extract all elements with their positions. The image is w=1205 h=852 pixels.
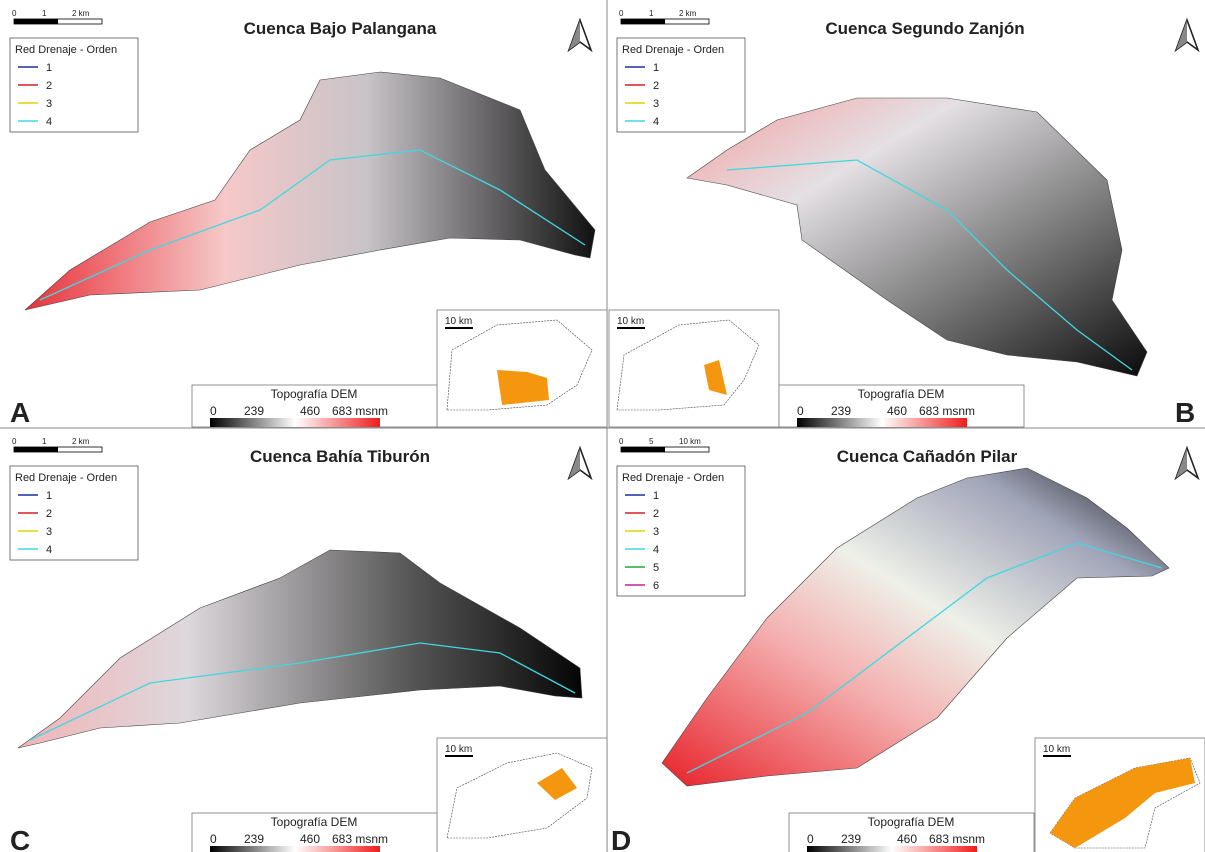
inset-scale-label: 10 km (445, 744, 472, 755)
dem-colorbar: Topografía DEM 0 239 460 683 msnm (779, 385, 1024, 427)
north-arrow (569, 20, 591, 50)
legend: Red Drenaje - Orden 1 2 3 4 (10, 38, 138, 132)
scale-label: 1 (649, 9, 654, 18)
legend-label: 1 (653, 62, 659, 74)
inset-map: 10 km (437, 310, 607, 427)
legend-label: 6 (653, 580, 659, 592)
panel-letter: A (10, 397, 30, 428)
legend-label: 2 (46, 80, 52, 92)
panel-letter: D (611, 825, 631, 852)
scale-label: 2 km (679, 9, 697, 18)
dem-label: 683 msnm (332, 832, 388, 846)
legend: Red Drenaje - Orden 1 2 3 4 (617, 38, 745, 132)
scale-label: 0 (619, 9, 624, 18)
legend-label: 2 (46, 508, 52, 520)
scale-label: 0 (619, 437, 624, 446)
scale-label: 1 (42, 9, 47, 18)
dem-label: 239 (841, 832, 861, 846)
inset-map: 10 km (1035, 738, 1205, 852)
dem-colorbar: Topografía DEM 0 239 460 683 msnm (789, 813, 1034, 852)
legend-label: 2 (653, 80, 659, 92)
dem-colorbar: Topografía DEM 0 239 460 683 msnm (192, 813, 437, 852)
north-arrow (569, 448, 591, 478)
panel-letter: B (1175, 397, 1195, 428)
dem-label: 0 (210, 832, 217, 846)
scale-label: 2 km (72, 9, 90, 18)
legend-label: 4 (653, 544, 659, 556)
scale-label: 1 (42, 437, 47, 446)
dem-label: 460 (887, 404, 907, 418)
legend-label: 3 (46, 98, 52, 110)
inset-scale-label: 10 km (445, 316, 472, 327)
scale-bar-fill (621, 447, 665, 452)
scale-label: 5 (649, 437, 654, 446)
legend-label: 1 (653, 490, 659, 502)
map-panel: Cuenca Segundo Zanjón 0 1 2 km Red Drenaje -… (609, 9, 1198, 428)
dem-label: 460 (300, 404, 320, 418)
scale-bar-fill (14, 447, 58, 452)
panel-letter: C (10, 825, 30, 852)
map-panel: Cuenca Bajo Palangana 0 1 2 km Red Drenaje -… (10, 9, 607, 428)
dem-gradient (807, 846, 977, 852)
legend-title: Red Drenaje - Orden (15, 44, 117, 56)
inset-scale-label: 10 km (1043, 744, 1070, 755)
figure: Cuenca Bajo Palangana 0 1 2 km Red Drenaje -… (0, 0, 1205, 852)
legend-label: 4 (46, 116, 52, 128)
legend-label: 5 (653, 562, 659, 574)
dem-label: 683 msnm (332, 404, 388, 418)
scale-bar-fill (621, 19, 665, 24)
dem-label: 683 msnm (919, 404, 975, 418)
legend: Red Drenaje - Orden 1 2 3 4 (10, 466, 138, 560)
dem-label: 683 msnm (929, 832, 985, 846)
dem-title: Topografía DEM (868, 815, 955, 829)
legend-label: 2 (653, 508, 659, 520)
dem-label: 460 (897, 832, 917, 846)
inset-map: 10 km (437, 738, 607, 852)
inset-map: 10 km (609, 310, 779, 427)
legend-label: 4 (653, 116, 659, 128)
scale-label: 0 (12, 9, 17, 18)
legend-title: Red Drenaje - Orden (622, 472, 724, 484)
legend-label: 3 (46, 526, 52, 538)
legend-label: 4 (46, 544, 52, 556)
scale-label: 10 km (679, 437, 701, 446)
dem-label: 239 (244, 832, 264, 846)
scale-bar-fill (14, 19, 58, 24)
dem-label: 0 (210, 404, 217, 418)
scale-label: 0 (12, 437, 17, 446)
dem-title: Topografía DEM (271, 815, 358, 829)
map-panel: Cuenca Cañadón Pilar 0 5 10 km Red Drenaje -… (611, 437, 1205, 852)
dem-label: 239 (244, 404, 264, 418)
legend-label: 1 (46, 490, 52, 502)
dem-gradient (210, 846, 380, 852)
legend-label: 1 (46, 62, 52, 74)
panel-title: Cuenca Bajo Palangana (244, 19, 437, 38)
basin-dem (18, 550, 582, 748)
inset-scale-label: 10 km (617, 316, 644, 327)
map-panel: Cuenca Bahía Tiburón 0 1 2 km Red Drenaje - … (10, 437, 607, 852)
dem-title: Topografía DEM (271, 387, 358, 401)
panel-title: Cuenca Segundo Zanjón (825, 19, 1024, 38)
north-arrow (1176, 20, 1198, 50)
dem-colorbar: Topografía DEM 0 239 460 683 msnm (192, 385, 437, 427)
scale-label: 2 km (72, 437, 90, 446)
dem-label: 239 (831, 404, 851, 418)
dem-gradient (210, 418, 380, 427)
dem-label: 0 (797, 404, 804, 418)
panel-title: Cuenca Bahía Tiburón (250, 447, 430, 466)
legend: Red Drenaje - Orden 1 2 3 4 5 6 (617, 466, 745, 596)
dem-label: 0 (807, 832, 814, 846)
dem-title: Topografía DEM (858, 387, 945, 401)
dem-label: 460 (300, 832, 320, 846)
panel-title: Cuenca Cañadón Pilar (837, 447, 1018, 466)
dem-gradient (797, 418, 967, 427)
north-arrow (1176, 448, 1198, 478)
legend-title: Red Drenaje - Orden (622, 44, 724, 56)
legend-label: 3 (653, 98, 659, 110)
legend-title: Red Drenaje - Orden (15, 472, 117, 484)
legend-label: 3 (653, 526, 659, 538)
